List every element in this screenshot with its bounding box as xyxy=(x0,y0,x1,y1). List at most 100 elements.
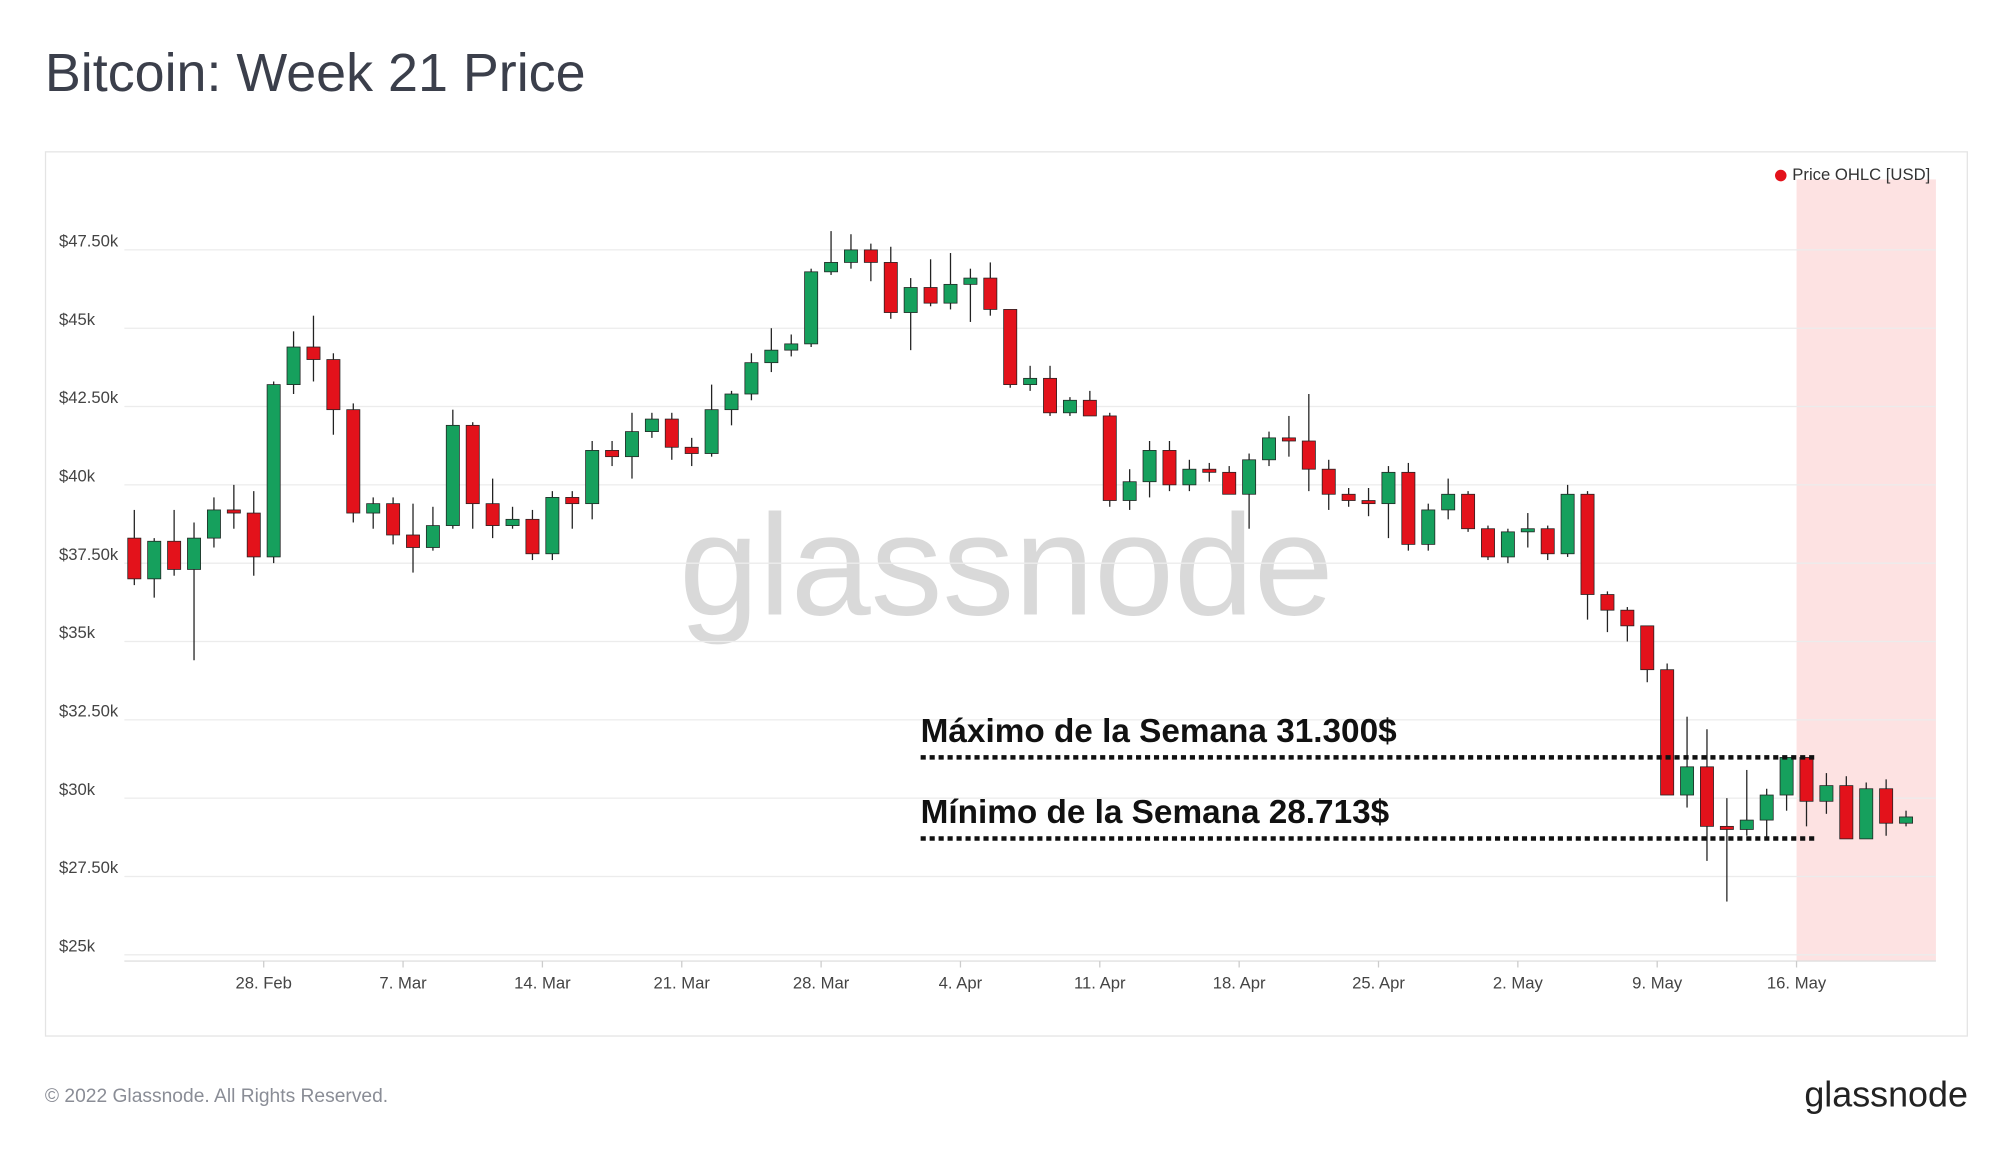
candle-body xyxy=(804,271,819,345)
candle-body xyxy=(1500,531,1515,558)
legend-label: Price OHLC [USD] xyxy=(1792,165,1930,184)
candle-body xyxy=(1680,766,1695,796)
candle-body xyxy=(306,346,321,360)
candle-body xyxy=(943,283,958,304)
candle-body xyxy=(1899,816,1913,824)
candle-body xyxy=(1202,468,1217,473)
candle-body xyxy=(286,346,301,385)
footer: © 2022 Glassnode. All Rights Reserved. xyxy=(45,1086,388,1107)
x-tick-label: 21. Mar xyxy=(654,974,711,993)
candle-body xyxy=(644,418,659,432)
candle-body xyxy=(1839,785,1854,840)
legend-marker xyxy=(1775,169,1787,182)
candle-body xyxy=(1620,609,1635,627)
y-tick-label: $40k xyxy=(59,467,96,486)
candle-body xyxy=(525,518,540,555)
y-tick-label: $35k xyxy=(59,623,96,642)
watermark: glassnode xyxy=(679,486,1334,646)
x-tick-label: 11. Apr xyxy=(1074,974,1126,993)
candle-body xyxy=(1182,468,1197,486)
candle-body xyxy=(684,446,699,454)
candle-body xyxy=(764,349,779,364)
candle-body xyxy=(1162,450,1177,486)
candle-body xyxy=(1700,766,1714,827)
candle-body xyxy=(346,409,361,514)
candle-body xyxy=(1301,440,1316,470)
y-tick-label: $47.50k xyxy=(59,232,119,251)
candle-body xyxy=(1879,788,1894,824)
x-tick-label: 4. Apr xyxy=(939,974,983,993)
candle-body xyxy=(1023,377,1038,385)
candle-body xyxy=(1540,528,1555,555)
y-tick-label: $30k xyxy=(59,780,96,799)
x-tick-label: 18. Apr xyxy=(1213,974,1266,993)
candle-body xyxy=(1381,471,1396,505)
y-tick-label: $25k xyxy=(59,937,96,956)
x-tick-label: 14. Mar xyxy=(514,974,571,993)
candle-body xyxy=(1660,669,1675,796)
candle-body xyxy=(545,497,560,555)
logo: glassnode xyxy=(1804,1074,1968,1114)
candle-body xyxy=(1580,493,1595,595)
candle-body xyxy=(505,518,520,526)
candle-body xyxy=(1102,415,1117,501)
candle-body xyxy=(206,509,221,539)
candle-body xyxy=(1043,377,1057,414)
candle-body xyxy=(625,431,639,458)
candle-body xyxy=(1600,594,1615,611)
candle-body xyxy=(127,537,142,580)
candle-body xyxy=(246,512,261,558)
candle-body xyxy=(1401,471,1416,545)
candle-body xyxy=(724,393,739,411)
candle-body xyxy=(704,409,719,454)
candle-body xyxy=(1222,471,1237,495)
candle-body xyxy=(406,534,420,548)
candle-body xyxy=(1361,500,1376,505)
candle-body xyxy=(1520,528,1535,533)
candle-body xyxy=(903,287,918,313)
candle-body xyxy=(187,537,201,570)
highlight-band xyxy=(1796,179,1936,962)
candle-body xyxy=(465,424,480,505)
x-tick-label: 28. Mar xyxy=(793,974,850,993)
candle-body xyxy=(923,287,938,304)
candle-body xyxy=(147,540,162,580)
candle-body xyxy=(1819,785,1834,802)
candle-body xyxy=(445,424,460,526)
candle-body xyxy=(1759,794,1774,821)
candle-body xyxy=(1799,757,1814,802)
candle-body xyxy=(565,497,580,505)
candle-body xyxy=(1122,481,1137,501)
candle-body xyxy=(1779,757,1794,796)
x-tick-label: 9. May xyxy=(1632,974,1683,993)
x-tick-label: 2. May xyxy=(1493,974,1544,993)
candle-body xyxy=(485,503,500,526)
candle-body xyxy=(1242,459,1257,495)
candle-body xyxy=(1281,437,1296,442)
candle-body xyxy=(1262,437,1276,461)
candle-body xyxy=(1421,509,1436,545)
x-tick-label: 16. May xyxy=(1767,974,1827,993)
candle-body xyxy=(883,262,898,313)
candle-body xyxy=(1441,493,1456,511)
candle-body xyxy=(386,503,401,536)
candle-body xyxy=(1062,399,1077,414)
candle-body xyxy=(1341,493,1356,501)
candle-body xyxy=(1739,819,1754,830)
y-tick-label: $32.50k xyxy=(59,702,119,721)
y-tick-label: $42.50k xyxy=(59,388,119,407)
candle-body xyxy=(1560,493,1575,555)
candle-body xyxy=(863,249,878,263)
chart-title: Bitcoin: Week 21 Price xyxy=(45,43,586,103)
candle-body xyxy=(605,450,620,458)
candle-body xyxy=(1142,450,1157,483)
candle-body xyxy=(963,277,978,285)
candle-body xyxy=(167,540,182,570)
candle-body xyxy=(326,359,341,411)
candle-body xyxy=(744,362,759,395)
candle-body xyxy=(983,277,998,310)
candle-body xyxy=(1321,468,1336,495)
candle-body xyxy=(425,525,440,548)
candle-body xyxy=(585,450,600,505)
candle-body xyxy=(844,249,858,263)
